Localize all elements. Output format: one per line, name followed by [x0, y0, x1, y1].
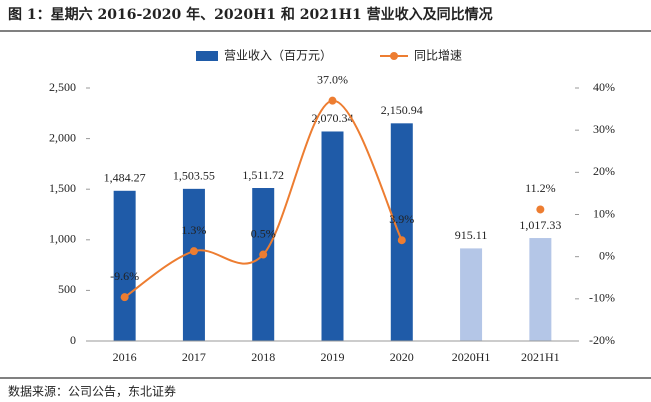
- line-marker: [189, 247, 198, 256]
- bar-label: 1,017.33: [519, 218, 561, 232]
- line-label: 3.9%: [389, 212, 414, 226]
- bar-label: 1,511.72: [242, 168, 284, 182]
- bar-label: 915.11: [455, 228, 488, 242]
- y2-tick-label: 20%: [593, 164, 615, 178]
- line-marker: [259, 250, 268, 259]
- x-tick-label: 2019: [321, 350, 345, 364]
- bar-label: 1,503.55: [173, 169, 215, 183]
- y-tick-label: 1,000: [49, 232, 76, 246]
- line-marker: [397, 236, 406, 245]
- line-label: 0.5%: [251, 226, 276, 240]
- y-tick-label: 2,500: [49, 80, 76, 94]
- legend-label: 营业收入（百万元）: [224, 49, 332, 63]
- y2-tick-label: 40%: [593, 80, 615, 94]
- line-label: 1.3%: [181, 223, 206, 237]
- bar-label: 1,484.27: [104, 171, 146, 185]
- line-label: 37.0%: [317, 72, 348, 86]
- chart-title: 图 1：星期六 2016-2020 年、2020H1 和 2021H1 营业收入…: [8, 6, 493, 23]
- bar: [529, 238, 552, 341]
- x-tick-label: 2018: [251, 350, 275, 364]
- legend-label: 同比增速: [414, 49, 462, 63]
- legend-swatch: [196, 51, 218, 61]
- line-marker: [120, 293, 129, 302]
- bar: [182, 188, 205, 341]
- x-tick-label: 2021H1: [521, 350, 560, 364]
- bar-label: 2,070.34: [312, 111, 354, 125]
- y2-tick-label: 30%: [593, 122, 615, 136]
- y-tick-label: 500: [58, 282, 76, 296]
- x-tick-label: 2016: [113, 350, 137, 364]
- y-tick-label: 2,000: [49, 130, 76, 144]
- y-tick-label: 0: [70, 333, 76, 347]
- bar: [321, 131, 344, 341]
- bar-label: 2,150.94: [381, 103, 423, 117]
- y-tick-label: 1,500: [49, 181, 76, 195]
- bar: [390, 123, 413, 341]
- x-tick-label: 2020H1: [452, 350, 491, 364]
- bar: [113, 190, 136, 341]
- bar: [252, 188, 275, 341]
- source: 数据来源：公司公告，东北证券: [8, 384, 176, 399]
- bar: [460, 248, 483, 341]
- y2-tick-label: 0%: [599, 248, 615, 262]
- y2-tick-label: 10%: [593, 206, 615, 220]
- line-marker: [328, 96, 337, 105]
- x-tick-label: 2020: [390, 350, 414, 364]
- line-marker: [536, 205, 545, 214]
- y2-tick-label: -20%: [589, 333, 615, 347]
- x-tick-label: 2017: [182, 350, 206, 364]
- line: [124, 99, 403, 298]
- y2-tick-label: -10%: [589, 291, 615, 305]
- line-label: -9.6%: [110, 269, 139, 283]
- line-label: 11.2%: [525, 181, 556, 195]
- legend-swatch-dot: [390, 52, 398, 60]
